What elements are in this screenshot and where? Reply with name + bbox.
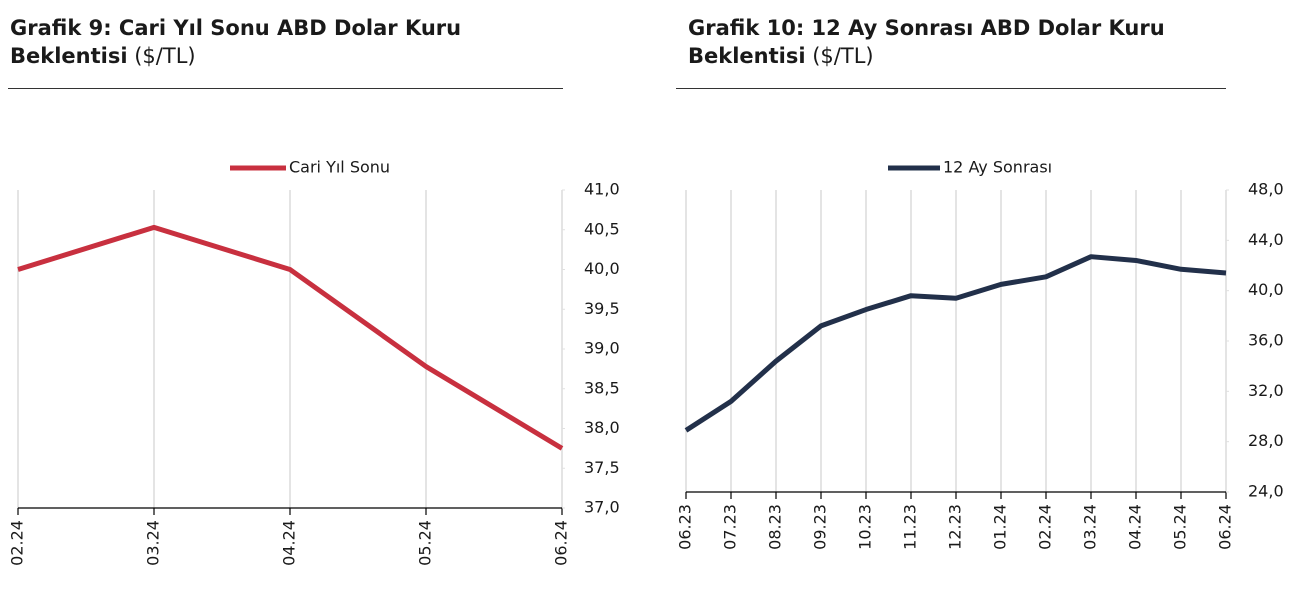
- y-tick-label: 38,0: [584, 418, 620, 437]
- title-rule: [676, 88, 1226, 89]
- x-tick-label: 02.24: [8, 520, 27, 566]
- legend-label: 12 Ay Sonrası: [943, 158, 1052, 177]
- y-tick-label: 38,5: [584, 378, 620, 397]
- title-unit: ($/TL): [134, 44, 196, 68]
- y-tick-label: 40,5: [584, 219, 620, 238]
- title-rule: [8, 88, 563, 89]
- y-tick-label: 40,0: [1248, 280, 1284, 299]
- y-tick-label: 39,5: [584, 299, 620, 318]
- x-tick-label: 07.23: [721, 504, 740, 550]
- x-tick-label: 06.24: [552, 520, 571, 566]
- x-tick-label: 04.24: [280, 520, 299, 566]
- y-tick-label: 37,0: [584, 498, 620, 517]
- x-tick-label: 08.23: [766, 504, 785, 550]
- chart-title: Grafik 9: Cari Yıl Sonu ABD Dolar Kuru B…: [10, 14, 550, 70]
- x-tick-label: 12.23: [946, 504, 965, 550]
- series-line: [684, 254, 1227, 433]
- series-line: [17, 224, 564, 451]
- title-text: Grafik 9: Cari Yıl Sonu ABD Dolar Kuru B…: [10, 16, 462, 68]
- y-tick-label: 28,0: [1248, 431, 1284, 450]
- y-tick-label: 24,0: [1248, 482, 1284, 501]
- y-tick-label: 39,0: [584, 339, 620, 358]
- x-tick-label: 11.23: [901, 504, 920, 550]
- x-tick-label: 03.24: [1081, 504, 1100, 550]
- legend-label: Cari Yıl Sonu: [289, 158, 390, 177]
- y-tick-label: 48,0: [1248, 180, 1284, 199]
- x-tick-label: 03.24: [144, 520, 163, 566]
- y-tick-label: 36,0: [1248, 331, 1284, 350]
- y-tick-label: 32,0: [1248, 381, 1284, 400]
- x-tick-label: 06.23: [676, 504, 695, 550]
- x-tick-label: 04.24: [1126, 504, 1145, 550]
- y-tick-label: 41,0: [584, 180, 620, 199]
- title-unit: ($/TL): [812, 44, 874, 68]
- x-tick-label: 02.24: [1036, 504, 1055, 550]
- y-tick-label: 44,0: [1248, 230, 1284, 249]
- x-tick-label: 05.24: [1171, 504, 1190, 550]
- y-tick-label: 40,0: [584, 259, 620, 278]
- x-tick-label: 06.24: [1216, 504, 1235, 550]
- title-text: Grafik 10: 12 Ay Sonrası ABD Dolar Kuru …: [688, 16, 1165, 68]
- y-tick-label: 37,5: [584, 458, 620, 477]
- x-tick-label: 01.24: [991, 504, 1010, 550]
- x-tick-label: 05.24: [416, 520, 435, 566]
- x-tick-label: 10.23: [856, 504, 875, 550]
- x-tick-label: 09.23: [811, 504, 830, 550]
- chart-title: Grafik 10: 12 Ay Sonrası ABD Dolar Kuru …: [688, 14, 1228, 70]
